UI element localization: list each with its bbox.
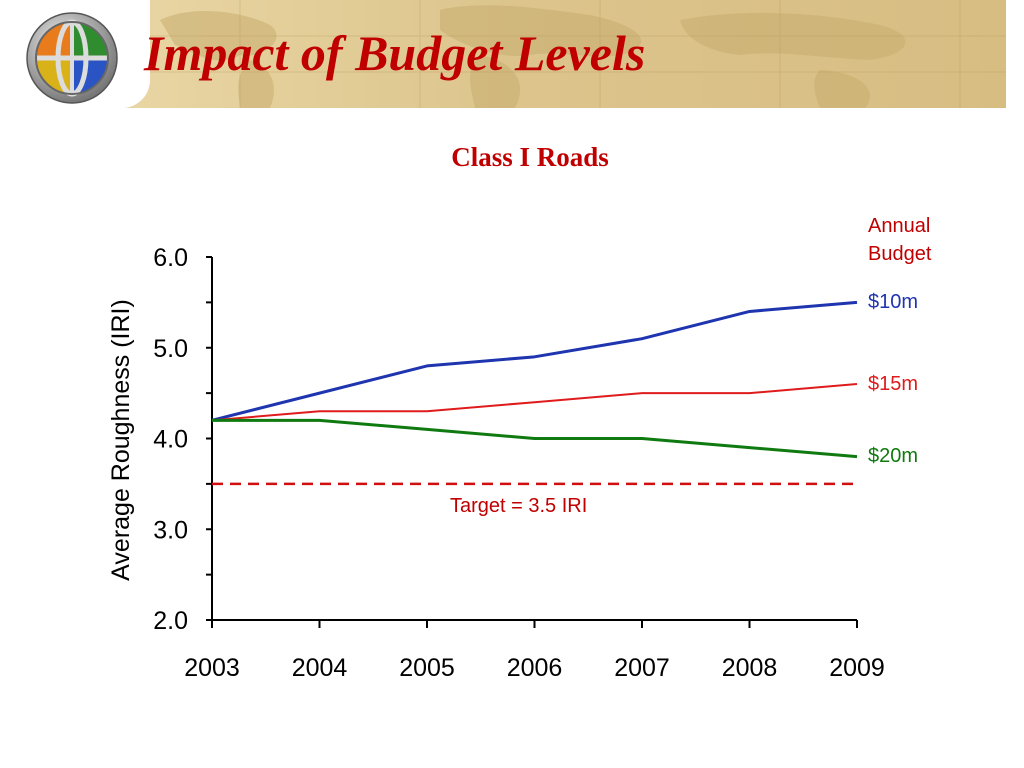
y-tick-label: 3.0 <box>153 516 188 544</box>
x-tick-label: 2005 <box>399 654 455 682</box>
x-tick-label: 2007 <box>614 654 670 682</box>
x-tick-label: 2006 <box>507 654 563 682</box>
y-tick-label: 6.0 <box>153 244 188 272</box>
chart-title: Class I Roads <box>451 142 609 172</box>
x-tick-label: 2009 <box>829 654 885 682</box>
x-tick-label: 2003 <box>184 654 240 682</box>
y-tick-label: 4.0 <box>153 426 188 454</box>
legend-title-line-1: Annual <box>868 215 931 237</box>
page-title: Impact of Budget Levels <box>144 25 646 81</box>
y-tick-label: 2.0 <box>153 607 188 635</box>
world-map-decoration <box>120 0 1006 108</box>
legend-label-10m: $10m <box>868 291 919 313</box>
x-tick-label: 2008 <box>722 654 778 682</box>
target-label: Target = 3.5 IRI <box>450 495 588 517</box>
legend-label-20m: $20m <box>868 445 919 467</box>
globe-logo-icon <box>26 12 118 104</box>
y-tick-label: 5.0 <box>153 335 188 363</box>
legend-title-line-2: Budget <box>868 243 932 265</box>
title-banner: Impact of Budget Levels <box>0 0 1006 108</box>
x-tick-label: 2004 <box>292 654 348 682</box>
legend-title: Annual Budget <box>868 212 931 268</box>
y-axis-label: Average Roughness (IRI) <box>107 299 135 581</box>
legend-label-15m: $15m <box>868 373 919 395</box>
